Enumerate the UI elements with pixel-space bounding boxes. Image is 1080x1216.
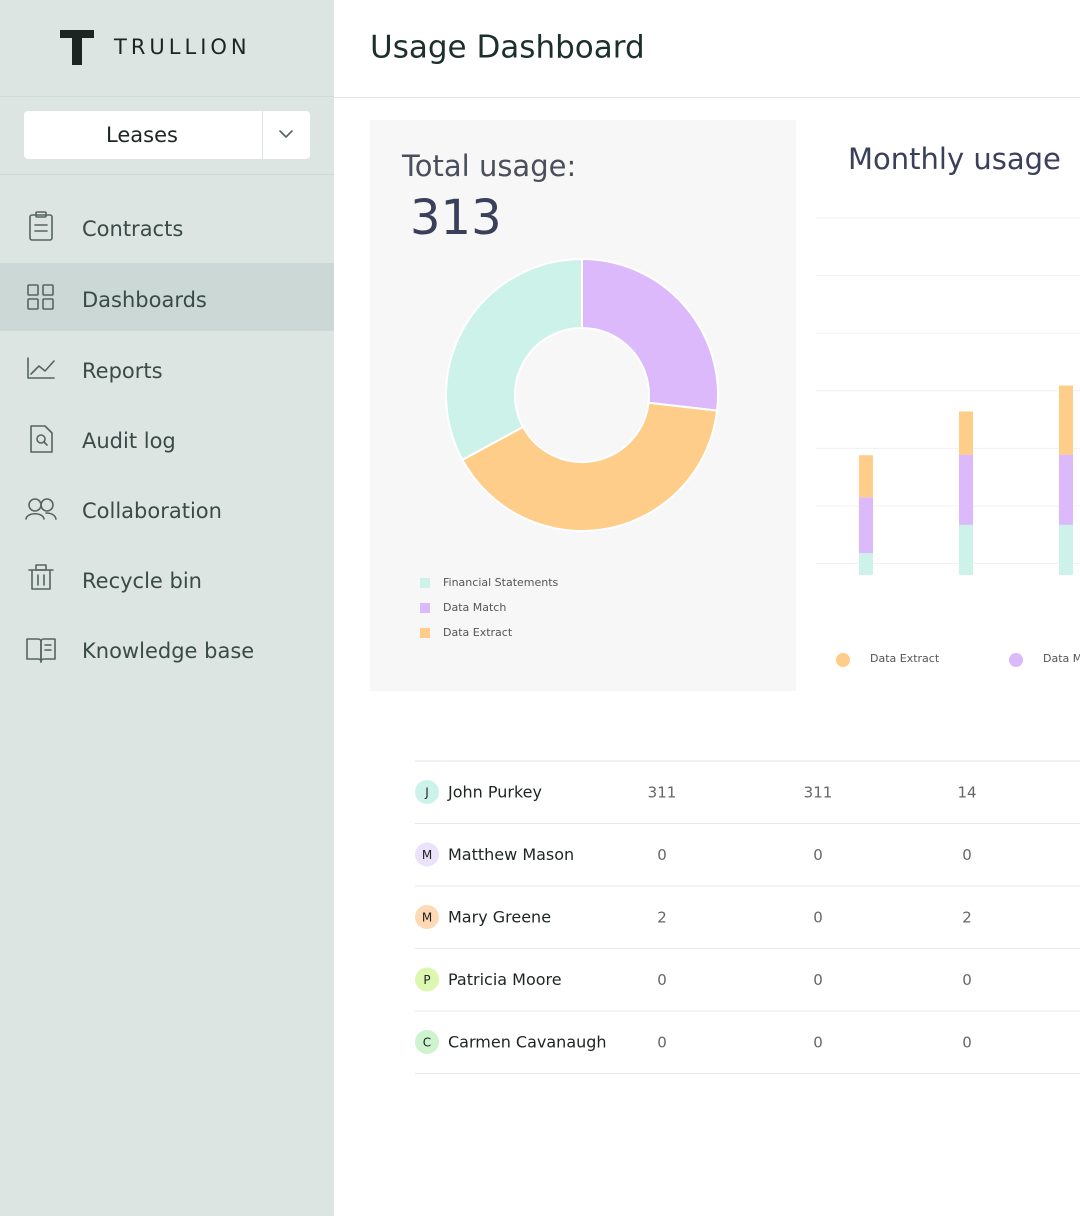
nav-item[interactable]: Knowledge base (82, 639, 254, 663)
user-name: Matthew Mason (448, 845, 574, 864)
legend-label: Data Extract (870, 652, 940, 665)
legend-label: Data Extract (443, 626, 513, 639)
nav-item[interactable]: Dashboards (82, 288, 207, 312)
table-cell: 311 (648, 784, 677, 802)
bar-segment (1059, 386, 1073, 455)
bar-segment (959, 455, 973, 525)
sidebar (0, 0, 334, 1216)
table-cell: 0 (813, 909, 823, 927)
avatar-initial: J (424, 786, 429, 800)
bar-segment (1059, 455, 1073, 525)
avatar-initial: M (422, 848, 432, 862)
table-cell: 0 (657, 971, 667, 989)
avatar-initial: P (423, 973, 430, 987)
logo-mark (60, 30, 94, 38)
user-name: John Purkey (447, 783, 542, 802)
legend-label: Data Match (443, 601, 506, 614)
legend-label: Data Match (1043, 652, 1080, 665)
table-cell: 0 (657, 846, 667, 864)
user-name: Carmen Cavanaugh (448, 1033, 607, 1052)
table-cell: 0 (813, 1034, 823, 1052)
nav-item[interactable]: Reports (82, 359, 163, 383)
selector-label: Leases (106, 123, 178, 147)
legend-swatch (420, 628, 430, 638)
legend-swatch (420, 603, 430, 613)
table-cell: 311 (804, 784, 833, 802)
user-name: Mary Greene (448, 908, 551, 927)
table-cell: 0 (813, 971, 823, 989)
bar-segment (959, 525, 973, 575)
legend-label: Financial Statements (443, 576, 559, 589)
bar-segment (859, 455, 873, 497)
page-title: Usage Dashboard (370, 30, 645, 66)
table-cell: 2 (657, 909, 667, 927)
table-cell: 2 (962, 909, 972, 927)
chart-title: Total usage: (401, 149, 576, 183)
table-cell: 0 (962, 846, 972, 864)
logo-mark (72, 37, 82, 65)
nav-item[interactable]: Collaboration (82, 499, 222, 523)
table-cell: 14 (957, 784, 976, 802)
avatar-initial: C (423, 1036, 431, 1050)
bar-segment (1059, 525, 1073, 575)
table: J John Purkey 311 311 14 M Matthew Mason 0 0 0 M Ma… (415, 761, 1080, 1074)
table-cell: 0 (813, 846, 823, 864)
avatar-initial: M (422, 911, 432, 925)
bar-segment (859, 497, 873, 553)
nav-item[interactable]: Contracts (82, 217, 183, 241)
nav-item[interactable]: Audit log (82, 429, 176, 453)
legend-swatch (1009, 653, 1023, 667)
total-value: 313 (410, 190, 502, 246)
bar-segment (959, 411, 973, 454)
table-cell: 0 (962, 971, 972, 989)
bar-segment (859, 553, 873, 575)
legend-swatch (836, 653, 850, 667)
chart-title: Monthly usage (848, 142, 1061, 176)
user-name: Patricia Moore (448, 970, 562, 989)
nav-item[interactable]: Recycle bin (82, 569, 202, 593)
table-cell: 0 (962, 1034, 972, 1052)
logo-text: TRULLION (113, 35, 251, 59)
table-cell: 0 (657, 1034, 667, 1052)
legend-swatch (420, 578, 430, 588)
